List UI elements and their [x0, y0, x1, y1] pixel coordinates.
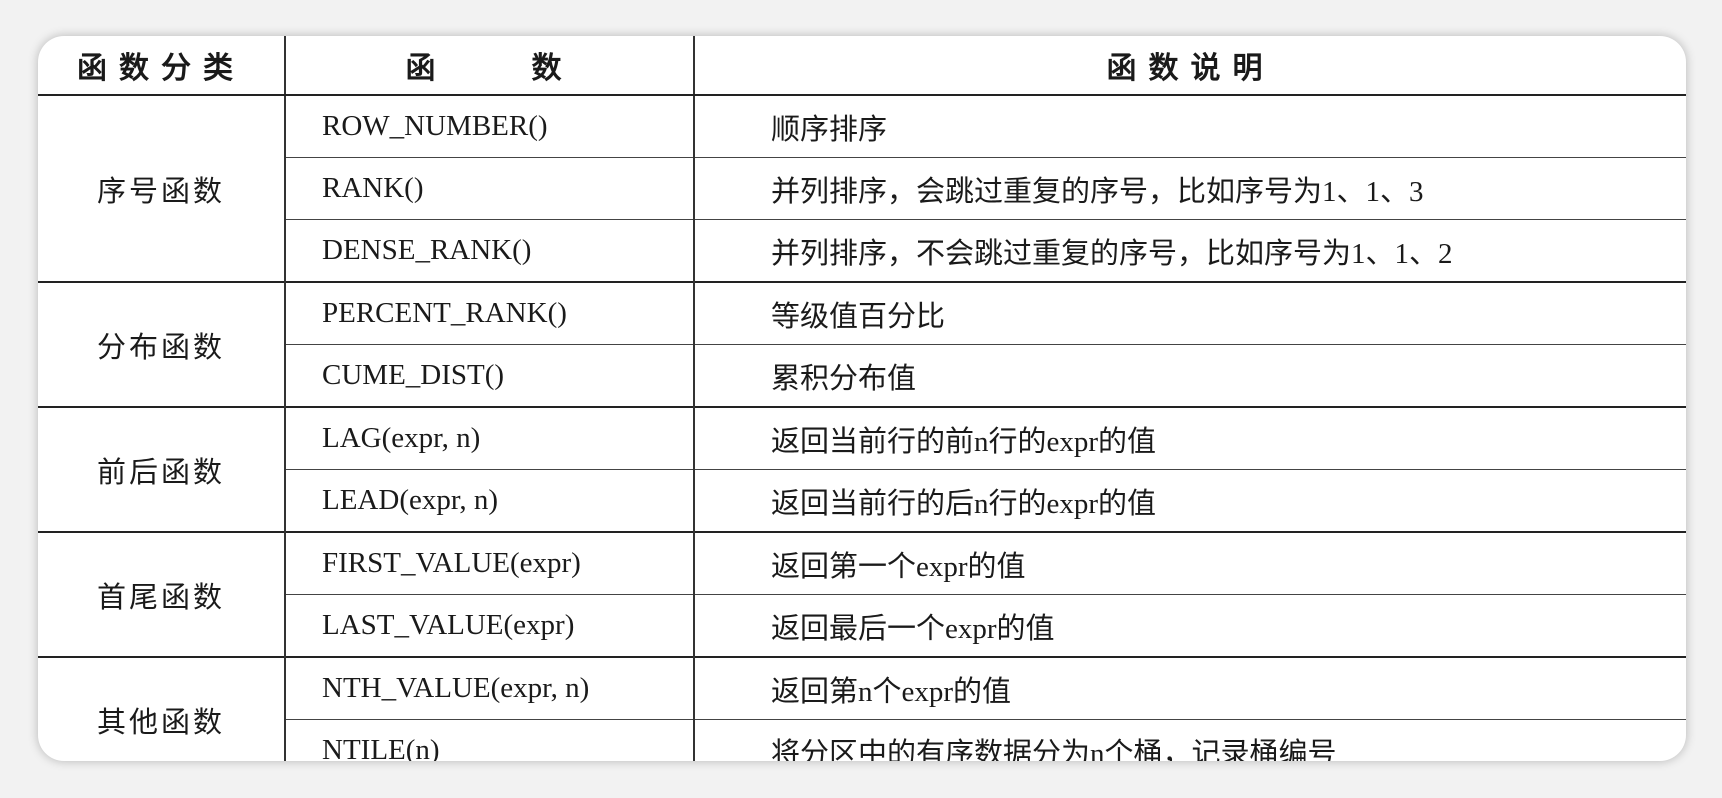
function-cell: ROW_NUMBER() [284, 95, 694, 158]
table-row: 其他函数 NTH_VALUE(expr, n) 返回第n个expr的值 [38, 656, 1686, 761]
category-cell: 序号函数 [96, 175, 225, 208]
category-cell: 其他函数 [38, 656, 285, 761]
table-row: 序号函数 ROW_NUMBER() 顺序排序 [38, 95, 1686, 208]
header-row: 函数分类 函 数 函数说明 [38, 36, 1686, 96]
function-cell: NTILE(n) [284, 719, 694, 761]
category-cell: 首尾函数 [38, 531, 285, 657]
function-cell: PERCENT_RANK() [284, 281, 694, 345]
header-cell: 函 数 [284, 36, 694, 96]
table-card: 函数分类 函 数 函数说明 序号函数 ROW_NUMBER() 顺序排序 RANK()… [38, 36, 1686, 761]
header-cell: 函数说明 [693, 36, 1686, 96]
description-cell: 将分区中的有序数据分为n个桶，记录桶编号 [693, 719, 1686, 761]
table-row: 前后函数 LAG(expr, n) 返回当前行的前n行的expr的值 [38, 406, 1686, 532]
function-cell: LEAD(expr, n) [284, 469, 694, 532]
table-row: RANK() 并列排序，会跳过重复的序号，比如序号为1、1、3 [38, 157, 1686, 220]
table-row: DENSE_RANK() 并列排序，不会跳过重复的序号，比如序号为1、1、2 [38, 219, 1686, 282]
function-cell: NTH_VALUE(expr, n) [284, 656, 694, 720]
description-cell: 返回第一个expr的值 [693, 531, 1686, 595]
table-row: 首尾函数 FIRST_VALUE(expr) 返回第一个expr的值 [38, 531, 1686, 657]
table-row: 分布函数 PERCENT_RANK() 等级值百分比 [38, 281, 1686, 407]
function-cell: LAST_VALUE(expr) [284, 594, 694, 657]
function-cell: LAG(expr, n) [284, 406, 694, 470]
category-cell: 前后函数 [38, 406, 285, 532]
function-table: 函数分类 函 数 函数说明 序号函数 ROW_NUMBER() 顺序排序 RANK()… [38, 36, 1686, 761]
description-cell: 返回第n个expr的值 [693, 656, 1686, 720]
description-cell: 返回当前行的后n行的expr的值 [693, 469, 1686, 532]
function-cell: DENSE_RANK() [284, 219, 694, 282]
table-row: LAST_VALUE(expr) 返回最后一个expr的值 [38, 594, 1686, 657]
function-cell: FIRST_VALUE(expr) [284, 531, 694, 595]
description-cell: 并列排序，不会跳过重复的序号，比如序号为1、1、2 [693, 219, 1686, 282]
description-cell: 返回当前行的前n行的expr的值 [693, 406, 1686, 470]
description-cell: 累积分布值 [693, 344, 1686, 407]
function-cell: RANK() [284, 157, 694, 220]
description-cell: 返回最后一个expr的值 [693, 594, 1686, 657]
header-cell: 函数分类 [38, 36, 285, 96]
table-body: 序号函数 ROW_NUMBER() 顺序排序 RANK() 并列排序，会跳过重复的序号，… [38, 95, 1686, 761]
table-row: NTILE(n) 将分区中的有序数据分为n个桶，记录桶编号 [38, 719, 1686, 761]
table-row: CUME_DIST() 累积分布值 [38, 344, 1686, 407]
category-cell: 分布函数 [38, 281, 285, 407]
table-row: LEAD(expr, n) 返回当前行的后n行的expr的值 [38, 469, 1686, 532]
description-cell: 并列排序，会跳过重复的序号，比如序号为1、1、3 [693, 157, 1686, 220]
function-cell: CUME_DIST() [284, 344, 694, 407]
description-cell: 等级值百分比 [693, 281, 1686, 345]
description-cell: 顺序排序 [693, 95, 1686, 158]
